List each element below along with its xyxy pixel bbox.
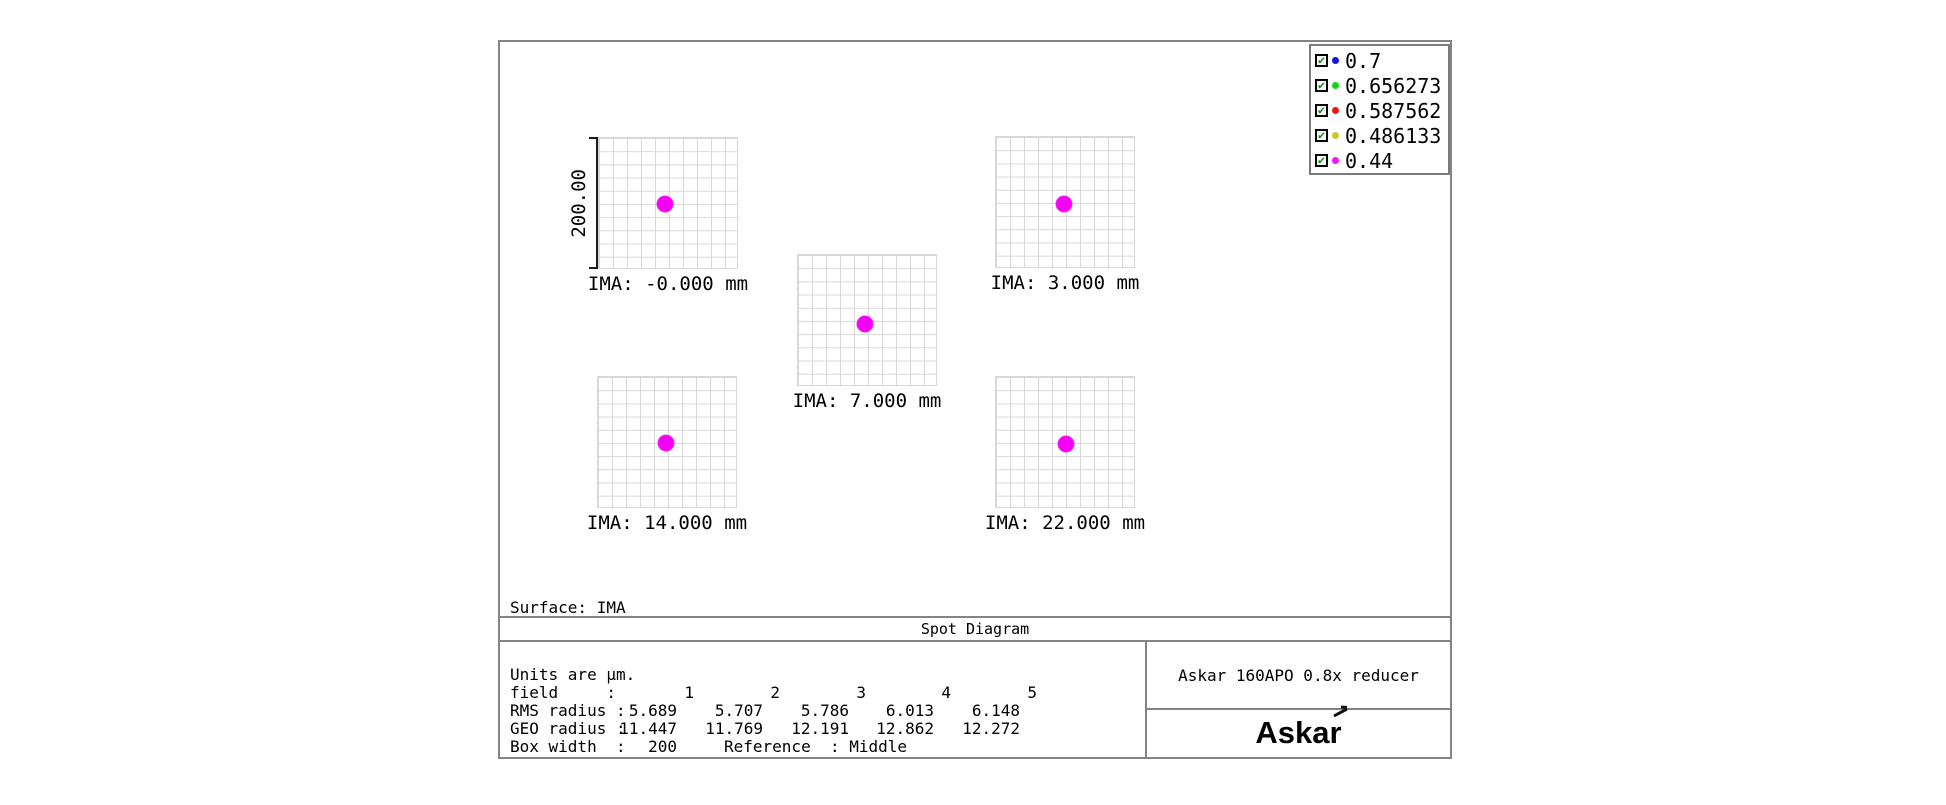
ima-position-label: IMA: 14.000 mm	[586, 512, 748, 534]
checkbox-checked-icon[interactable]: ✔	[1315, 104, 1328, 117]
ima-position-label: IMA: -0.000 mm	[587, 273, 749, 295]
reference-value: : Middle	[830, 737, 908, 756]
plot-frame: ✔ 0.7 ✔ 0.656273 ✔ 0.587562 ✔ 0.	[498, 40, 1452, 759]
field-number: 2	[770, 683, 780, 702]
geo-value: 12.862	[876, 719, 934, 738]
scale-bar-top-tick	[589, 137, 598, 139]
ima-position-label: IMA: 7.000 mm	[792, 390, 942, 412]
surface-label: Surface: IMA	[510, 598, 626, 617]
brand-cell: Askar	[1147, 707, 1450, 756]
spot-panel-field-5: IMA: 22.000 mm	[985, 376, 1145, 534]
ima-position-label: IMA: 22.000 mm	[984, 512, 1146, 534]
units-line: Units are µm.	[510, 665, 636, 684]
wavelength-value: 0.7	[1345, 48, 1382, 73]
rms-radius-row: RMS radius : 5.689 5.707 5.786 6.013 6.1…	[510, 701, 1020, 720]
legend-item: ✔ 0.7	[1315, 48, 1448, 73]
checkbox-checked-icon[interactable]: ✔	[1315, 79, 1328, 92]
checkbox-checked-icon[interactable]: ✔	[1315, 129, 1328, 142]
wavelength-color-dot	[1332, 57, 1339, 64]
spot-dot	[657, 434, 675, 452]
title-band: Spot Diagram	[500, 616, 1450, 642]
field-number: 1	[684, 683, 694, 702]
box-width-value: 200	[648, 737, 677, 756]
spot-panel-field-3: IMA: 7.000 mm	[793, 254, 941, 412]
wavelength-color-dot	[1332, 157, 1339, 164]
scale-bar	[596, 137, 598, 269]
wavelength-value: 0.486133	[1345, 123, 1442, 148]
system-title: Askar 160APO 0.8x reducer	[1178, 665, 1419, 685]
checkbox-checked-icon[interactable]: ✔	[1315, 54, 1328, 67]
spot-dot	[856, 315, 874, 333]
field-row: field : 1 2 3 4 5	[510, 683, 1037, 702]
rms-value: 6.013	[885, 701, 934, 720]
field-number: 5	[1027, 683, 1037, 702]
rms-value: 5.707	[714, 701, 763, 720]
spot-dot	[656, 195, 674, 213]
geo-value: 12.272	[962, 719, 1020, 738]
askar-logo: Askar	[1255, 707, 1348, 751]
wavelength-color-dot	[1332, 107, 1339, 114]
geo-value: 11.447	[619, 719, 677, 738]
legend-item: ✔ 0.656273	[1315, 73, 1448, 98]
wavelength-value: 0.587562	[1345, 98, 1442, 123]
title-block-divider	[1147, 708, 1450, 710]
scale-bar-label: 200.00	[568, 168, 590, 238]
wavelength-legend: ✔ 0.7 ✔ 0.656273 ✔ 0.587562 ✔ 0.	[1309, 44, 1450, 175]
ima-position-label: IMA: 3.000 mm	[990, 272, 1140, 294]
geo-radius-row: GEO radius : 11.447 11.769 12.191 12.862…	[510, 719, 1020, 738]
box-width-row: Box width : 200 Reference : Middle	[510, 737, 908, 756]
reference-label: Reference	[724, 737, 811, 756]
system-title-cell: Askar 160APO 0.8x reducer	[1147, 642, 1450, 708]
rms-value: 5.689	[628, 701, 677, 720]
geo-value: 12.191	[791, 719, 849, 738]
wavelength-value: 0.656273	[1345, 73, 1442, 98]
field-number: 4	[941, 683, 951, 702]
spot-dot	[1057, 435, 1075, 453]
vertical-divider	[1145, 642, 1147, 757]
rms-value: 5.786	[800, 701, 849, 720]
wavelength-value: 0.44	[1345, 148, 1394, 173]
spot-panel-field-1: IMA: -0.000 mm	[588, 137, 748, 295]
field-number: 3	[856, 683, 866, 702]
wavelength-color-dot	[1332, 82, 1339, 89]
legend-item: ✔ 0.587562	[1315, 98, 1448, 123]
legend-item: ✔ 0.486133	[1315, 123, 1448, 148]
checkbox-checked-icon[interactable]: ✔	[1315, 154, 1328, 167]
spot-grid	[797, 254, 937, 386]
wavelength-color-dot	[1332, 132, 1339, 139]
spot-panel-field-4: IMA: 14.000 mm	[587, 376, 747, 534]
geo-value: 11.769	[705, 719, 763, 738]
scale-bar-bottom-tick	[589, 267, 598, 269]
rms-value: 6.148	[971, 701, 1020, 720]
spot-dot	[1055, 195, 1073, 213]
page-title: Spot Diagram	[920, 620, 1030, 638]
legend-item: ✔ 0.44	[1315, 148, 1448, 173]
spot-panel-field-2: IMA: 3.000 mm	[991, 136, 1139, 294]
